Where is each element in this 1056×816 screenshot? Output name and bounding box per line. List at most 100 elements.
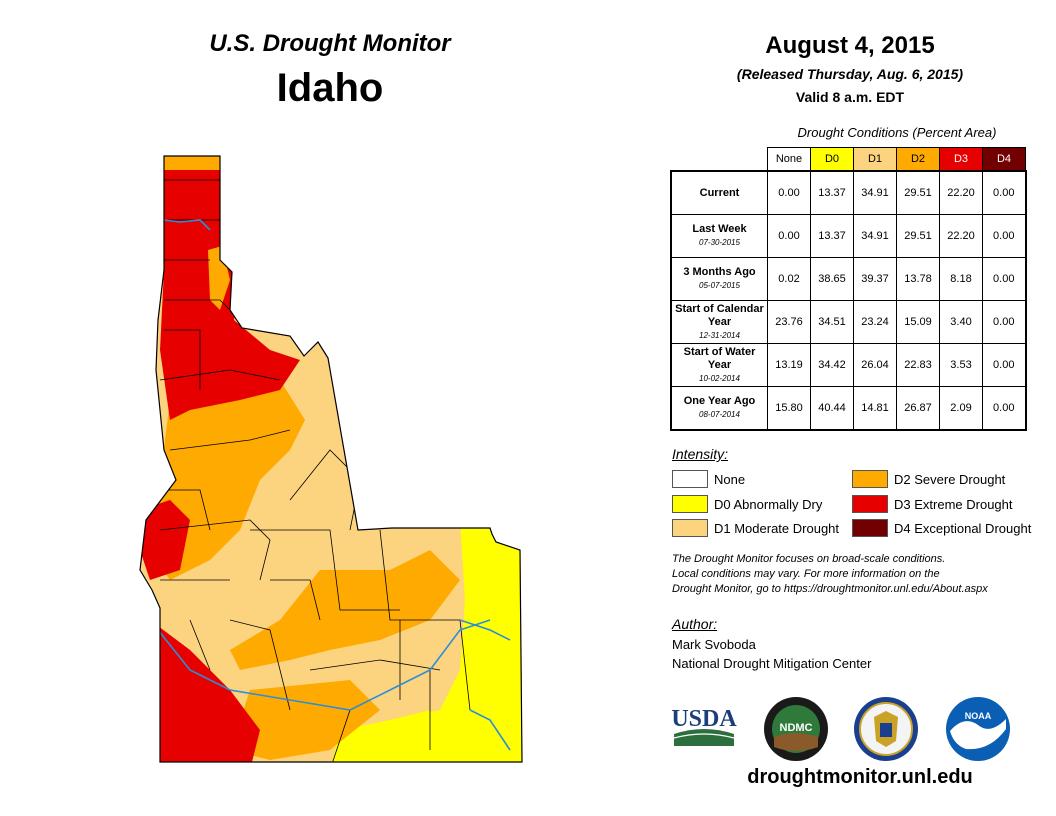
table-corner: [671, 148, 768, 172]
table-cell: 3.53: [939, 343, 983, 387]
legend-swatch-d2: [852, 470, 888, 488]
d3-area-southwest: [140, 620, 260, 762]
table-row: Current 0.00 13.37 34.91 29.51 22.20 0.0…: [670, 170, 1027, 215]
row-date: 05-07-2015: [699, 281, 740, 290]
row-date: 08-07-2014: [699, 410, 740, 419]
legend-label: D0 Abnormally Dry: [714, 496, 823, 512]
legend-label: D1 Moderate Drought: [714, 520, 840, 536]
table-cell: 22.20: [939, 214, 983, 258]
table-cell: 39.37: [853, 257, 897, 301]
legend-swatch-d4: [852, 519, 888, 537]
table-cell: 0.00: [767, 214, 811, 258]
table-cell: 38.65: [810, 257, 854, 301]
ndmc-logo-text: NDMC: [780, 722, 813, 734]
table-cell: 0.02: [767, 257, 811, 301]
row-label: Start of Water Year 10-02-2014: [670, 343, 768, 387]
rivers: [149, 219, 511, 751]
table-row: Start of Calendar Year 12-31-2014 23.76 3…: [670, 300, 1027, 344]
row-label-text: One Year Ago: [683, 395, 756, 407]
legend-label: D2 Severe Drought: [894, 471, 1006, 487]
legend-swatch-d3: [852, 495, 888, 513]
legend-swatch-none: [672, 470, 708, 488]
valid-time: Valid 8 a.m. EDT: [795, 89, 905, 105]
legend-swatch-d1: [672, 519, 708, 537]
column-header-d4: D4: [982, 147, 1026, 172]
row-label: One Year Ago 08-07-2014: [670, 386, 768, 431]
table-cell: 13.37: [810, 170, 854, 215]
d0-area-south: [330, 710, 450, 762]
legend-item-d4: D4 Exceptional Drought: [852, 519, 1031, 537]
noaa-logo: NOAA: [946, 697, 1010, 761]
legend-item-d1: D1 Moderate Drought: [672, 519, 839, 537]
d3-area-panhandle: [160, 170, 300, 420]
legend-label: None: [714, 471, 746, 487]
table-cell: 2.09: [939, 386, 983, 431]
author-heading: Author:: [672, 616, 718, 632]
table-row: One Year Ago 08-07-2014 15.80 40.44 14.81…: [670, 386, 1027, 431]
table-cell: 0.00: [982, 343, 1027, 387]
table-cell: 23.24: [853, 300, 897, 344]
table-cell: 13.19: [767, 343, 811, 387]
legend-label: D3 Extreme Drought: [894, 496, 1013, 512]
row-label: Start of Calendar Year 12-31-2014: [670, 300, 768, 344]
table-cell: 0.00: [982, 170, 1027, 215]
legend-item-d2: D2 Severe Drought: [852, 470, 1005, 488]
monitor-brand-title: U.S. Drought Monitor: [209, 30, 451, 57]
table-row: Start of Water Year 10-02-2014 13.19 34.4…: [670, 343, 1027, 387]
row-label-text: Current: [699, 186, 740, 199]
row-date: 12-31-2014: [699, 330, 740, 340]
row-label-text: Start of Water Year: [683, 345, 756, 371]
note-line: Local conditions may vary. For more info…: [672, 568, 940, 580]
row-label-text: 3 Months Ago: [683, 266, 756, 278]
release-date: (Released Thursday, Aug. 6, 2015): [736, 66, 964, 82]
note-line: Drought Monitor, go to https://droughtmo…: [672, 583, 988, 595]
table-cell: 22.20: [939, 170, 983, 215]
column-header-d1: D1: [853, 147, 897, 172]
monitor-note: The Drought Monitor focuses on broad-sca…: [672, 552, 1042, 597]
table-cell: 0.00: [982, 300, 1027, 344]
column-header-none: None: [767, 147, 811, 172]
table-cell: 0.00: [982, 214, 1027, 258]
idaho-drought-map: [139, 155, 523, 763]
table-row: 3 Months Ago 05-07-2015 0.02 38.65 39.37 …: [670, 257, 1027, 301]
usda-logo-text: USDA: [671, 706, 737, 732]
table-cell: 26.04: [853, 343, 897, 387]
row-date: 10-02-2014: [699, 373, 740, 383]
state-outline: [139, 155, 523, 763]
drought-conditions-table: None D0 D1 D2 D3 D4 Current 0.00 13.37 3…: [670, 147, 1027, 431]
row-label: Last Week 07-30-2015: [670, 214, 768, 258]
row-date: 07-30-2015: [699, 238, 740, 247]
legend-title: Intensity:: [672, 446, 729, 462]
row-label-text: Start of Calendar Year: [675, 302, 764, 328]
note-line: The Drought Monitor focuses on broad-sca…: [672, 553, 946, 565]
legend-swatch-d0: [672, 495, 708, 513]
row-label: 3 Months Ago 05-07-2015: [670, 257, 768, 301]
table-cell: 3.40: [939, 300, 983, 344]
table-row: Last Week 07-30-2015 0.00 13.37 34.91 29.…: [670, 214, 1027, 258]
legend-item-d3: D3 Extreme Drought: [852, 495, 1013, 513]
table-cell: 26.87: [896, 386, 940, 431]
table-cell: 34.51: [810, 300, 854, 344]
d2-area-west: [150, 380, 305, 580]
table-cell: 29.51: [896, 170, 940, 215]
state-title: Idaho: [276, 66, 384, 110]
table-cell: 0.00: [982, 386, 1027, 431]
table-cell: 34.91: [853, 214, 897, 258]
d2-area-south: [230, 680, 380, 760]
county-boundaries: [159, 179, 471, 762]
table-cell: 40.44: [810, 386, 854, 431]
table-cell: 13.78: [896, 257, 940, 301]
legend-item-none: None: [672, 470, 745, 488]
d0-area-east: [330, 520, 522, 762]
table-cell: 23.76: [767, 300, 811, 344]
table-caption: Drought Conditions (Percent Area): [797, 125, 997, 140]
table-cell: 14.81: [853, 386, 897, 431]
table-cell: 0.00: [767, 170, 811, 215]
author-organization: National Drought Mitigation Center: [672, 656, 872, 671]
commerce-seal-logo: [854, 697, 918, 761]
usda-logo: USDA: [671, 706, 737, 746]
table-cell: 34.91: [853, 170, 897, 215]
legend-item-d0: D0 Abnormally Dry: [672, 495, 822, 513]
column-header-d0: D0: [810, 147, 854, 172]
ndmc-logo: NDMC: [764, 697, 828, 761]
